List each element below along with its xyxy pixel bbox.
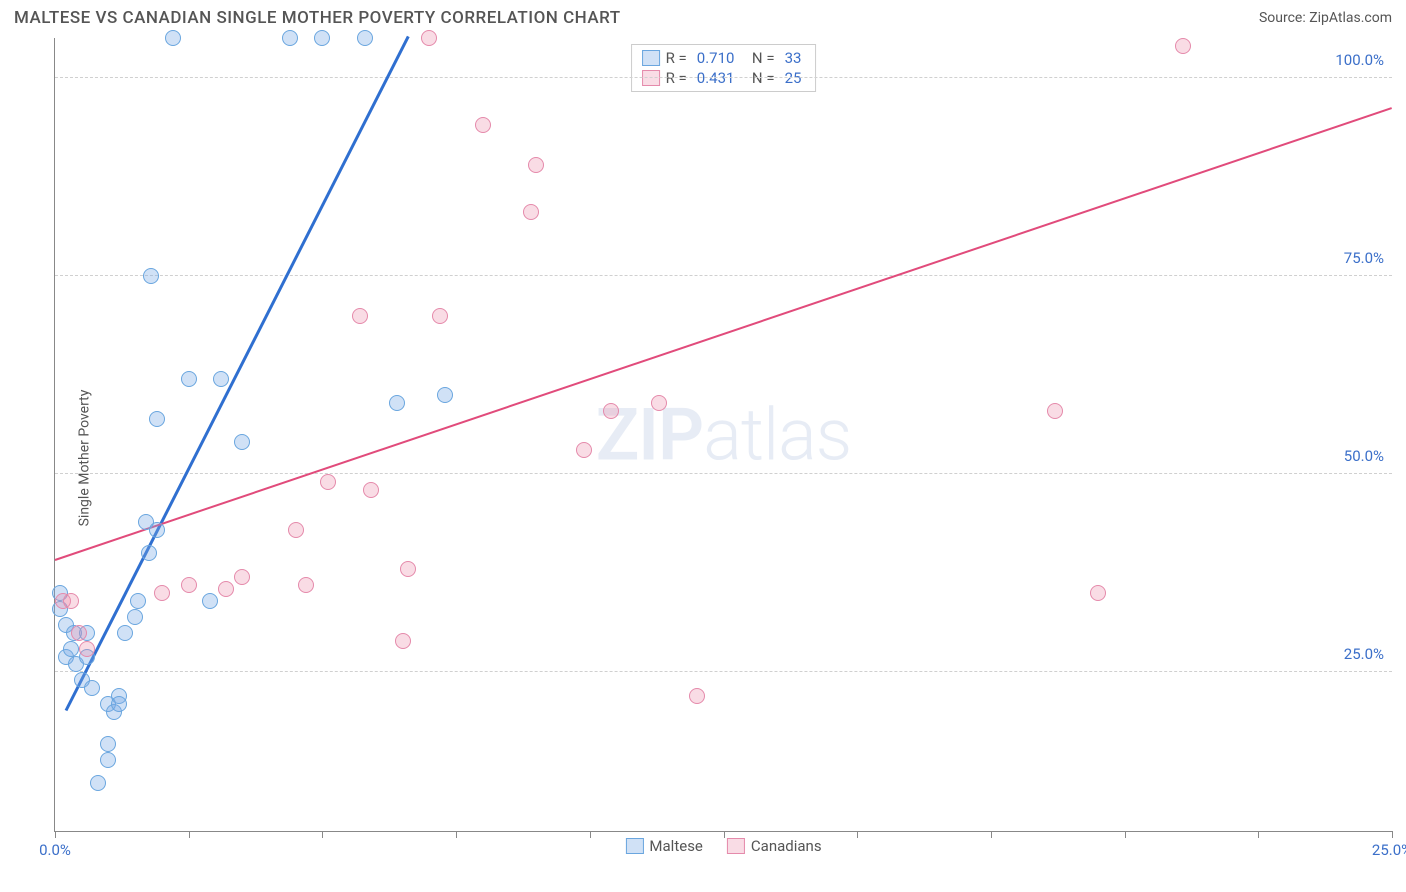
- data-point: [363, 482, 379, 498]
- x-tick: [724, 831, 725, 838]
- gridline: [55, 671, 1392, 672]
- data-point: [213, 371, 229, 387]
- data-point: [202, 593, 218, 609]
- data-point: [357, 30, 373, 46]
- x-tick-label: 25.0%: [1372, 841, 1406, 859]
- data-point: [528, 157, 544, 173]
- x-tick: [456, 831, 457, 838]
- chart-container: Single Mother Poverty ZIPatlas R = 0.710…: [30, 38, 1392, 878]
- data-point: [288, 522, 304, 538]
- gridline: [55, 275, 1392, 276]
- data-point: [282, 30, 298, 46]
- plot-area: ZIPatlas R = 0.710 N = 33 R = 0.431 N = 2…: [54, 38, 1392, 832]
- data-point: [100, 736, 116, 752]
- data-point: [84, 680, 100, 696]
- data-point: [475, 117, 491, 133]
- data-point: [71, 625, 87, 641]
- data-point: [90, 775, 106, 791]
- data-point: [63, 641, 79, 657]
- x-tick: [1392, 831, 1393, 838]
- data-point: [181, 577, 197, 593]
- x-tick: [590, 831, 591, 838]
- data-point: [165, 30, 181, 46]
- x-tick: [1125, 831, 1126, 838]
- data-point: [181, 371, 197, 387]
- data-point: [400, 561, 416, 577]
- legend-swatch: [642, 50, 660, 66]
- y-tick-label: 25.0%: [1344, 645, 1384, 663]
- data-point: [234, 569, 250, 585]
- x-tick: [1258, 831, 1259, 838]
- gridline: [55, 473, 1392, 474]
- data-point: [320, 474, 336, 490]
- data-point: [523, 204, 539, 220]
- y-tick-label: 100.0%: [1335, 51, 1384, 69]
- data-point: [689, 688, 705, 704]
- trend-line: [64, 36, 409, 711]
- x-tick: [991, 831, 992, 838]
- data-point: [149, 522, 165, 538]
- data-point: [100, 752, 116, 768]
- legend-item: Maltese: [625, 837, 702, 855]
- source-attribution: Source: ZipAtlas.com: [1259, 10, 1392, 26]
- data-point: [218, 581, 234, 597]
- data-point: [149, 411, 165, 427]
- data-point: [437, 387, 453, 403]
- watermark: ZIPatlas: [596, 392, 852, 477]
- data-point: [154, 585, 170, 601]
- data-point: [130, 593, 146, 609]
- data-point: [63, 593, 79, 609]
- legend-swatch: [727, 838, 745, 854]
- data-point: [421, 30, 437, 46]
- data-point: [1090, 585, 1106, 601]
- data-point: [1047, 403, 1063, 419]
- legend-item: Canadians: [727, 837, 822, 855]
- data-point: [111, 696, 127, 712]
- data-point: [127, 609, 143, 625]
- page-title: MALTESE VS CANADIAN SINGLE MOTHER POVERT…: [14, 8, 621, 28]
- x-tick-label: 0.0%: [39, 841, 71, 859]
- legend-row: R = 0.710 N = 33: [642, 49, 806, 67]
- data-point: [389, 395, 405, 411]
- data-point: [576, 442, 592, 458]
- gridline: [55, 77, 1392, 78]
- data-point: [143, 268, 159, 284]
- data-point: [117, 625, 133, 641]
- data-point: [79, 641, 95, 657]
- legend-swatch: [642, 70, 660, 86]
- y-tick-label: 50.0%: [1344, 447, 1384, 465]
- legend-correlation: R = 0.710 N = 33 R = 0.431 N = 25: [631, 44, 817, 92]
- x-tick: [857, 831, 858, 838]
- data-point: [314, 30, 330, 46]
- data-point: [141, 545, 157, 561]
- data-point: [395, 633, 411, 649]
- data-point: [651, 395, 667, 411]
- data-point: [352, 308, 368, 324]
- legend-series: Maltese Canadians: [625, 837, 821, 855]
- x-tick: [189, 831, 190, 838]
- data-point: [603, 403, 619, 419]
- x-tick: [322, 831, 323, 838]
- data-point: [432, 308, 448, 324]
- y-tick-label: 75.0%: [1344, 249, 1384, 267]
- legend-swatch: [625, 838, 643, 854]
- data-point: [298, 577, 314, 593]
- x-tick: [55, 831, 56, 838]
- data-point: [234, 434, 250, 450]
- legend-row: R = 0.431 N = 25: [642, 69, 806, 87]
- data-point: [1175, 38, 1191, 54]
